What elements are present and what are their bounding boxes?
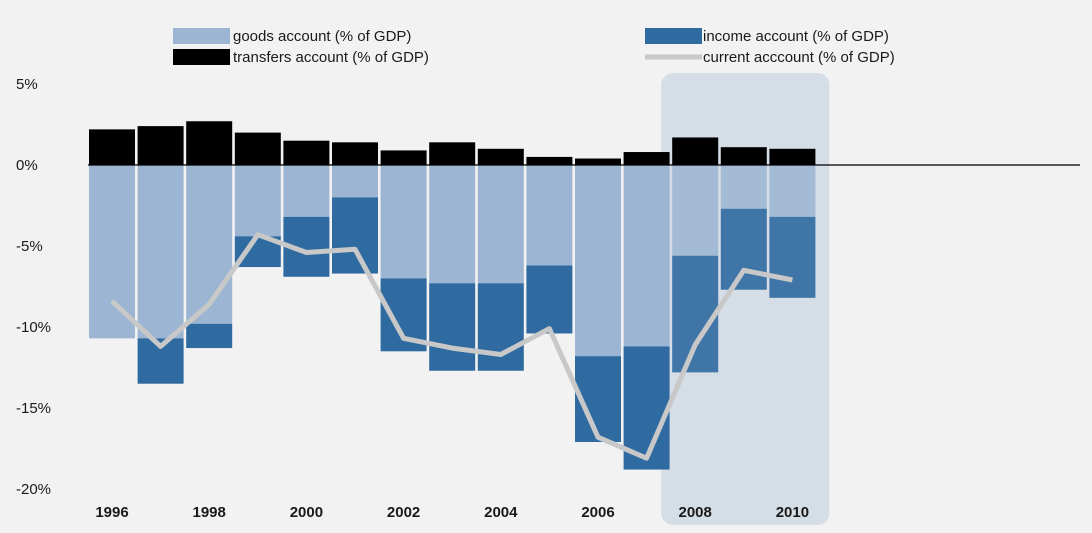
x-axis-ticks: 1996 1998 2000 2002 2004 2006 2008 2010	[95, 504, 809, 521]
y-tick-label: -5%	[16, 238, 43, 255]
x-tick-label: 2008	[679, 504, 712, 521]
y-tick-label: -20%	[16, 481, 51, 498]
goods-bar-2006	[575, 165, 621, 357]
legend-goods-label: goods account (% of GDP)	[233, 28, 411, 45]
goods-bar-2009	[720, 165, 767, 209]
transfers-bar-1997	[137, 126, 184, 165]
legend-transfers-swatch	[173, 49, 230, 65]
y-tick-label: 5%	[16, 76, 38, 93]
transfers-bar-2000	[283, 140, 330, 165]
income-bar-2003	[429, 283, 476, 371]
transfers-bar-1999	[234, 132, 281, 165]
income-bar-2010	[769, 216, 816, 298]
goods-bar-1996	[89, 165, 135, 339]
y-tick-label: -15%	[16, 400, 51, 417]
transfers-bar-2004	[477, 148, 524, 165]
transfers-bar-2005	[526, 156, 573, 165]
goods-bar-2000	[283, 165, 330, 217]
goods-bar-1997	[137, 165, 184, 339]
goods-bar-2007	[623, 165, 670, 347]
goods-bar-2003	[429, 165, 476, 284]
transfers-bar-2003	[429, 142, 476, 165]
goods-bar-2008	[672, 165, 719, 256]
x-tick-label: 2004	[484, 504, 518, 521]
legend-transfers-label: transfers account (% of GDP)	[233, 49, 429, 66]
income-bar-2004	[477, 283, 524, 371]
income-bar-2005	[526, 265, 573, 334]
x-tick-label: 2010	[776, 504, 809, 521]
y-tick-label: 0%	[16, 157, 38, 174]
y-axis-ticks: 5% 0% -5% -10% -15% -20%	[16, 76, 51, 498]
income-bar-2009	[720, 208, 767, 290]
transfers-bar-2008	[672, 137, 719, 165]
goods-bar-2001	[332, 165, 378, 198]
goods-bar-2004	[477, 165, 524, 284]
legend-income-label: income account (% of GDP)	[703, 28, 889, 45]
legend: goods account (% of GDP) transfers accou…	[173, 28, 895, 66]
x-tick-label: 2002	[387, 504, 420, 521]
transfers-bar-2001	[332, 142, 378, 165]
x-tick-label: 2000	[290, 504, 323, 521]
income-bar-2001	[332, 197, 378, 274]
transfers-bar-2002	[380, 150, 427, 165]
transfers-bar-2007	[623, 152, 670, 165]
goods-bar-2010	[769, 165, 816, 217]
income-bar-1998	[186, 323, 233, 349]
goods-bar-1998	[186, 165, 233, 324]
transfers-bar-2009	[720, 147, 767, 165]
goods-bar-1999	[234, 165, 281, 237]
transfers-bar-1998	[186, 121, 233, 165]
y-tick-label: -10%	[16, 319, 51, 336]
legend-goods-swatch	[173, 28, 230, 44]
transfers-bar-2006	[575, 158, 621, 165]
goods-bar-2005	[526, 165, 573, 266]
goods-bar-2002	[380, 165, 427, 279]
x-tick-label: 1996	[95, 504, 128, 521]
x-tick-label: 1998	[193, 504, 226, 521]
legend-income-swatch	[645, 28, 702, 44]
x-tick-label: 2006	[581, 504, 614, 521]
current-account-line	[110, 232, 793, 461]
transfers-bar-2010	[769, 148, 816, 165]
income-bar-2008	[672, 255, 719, 373]
bars-layer	[89, 121, 816, 470]
transfers-bar-1996	[89, 129, 135, 165]
legend-current-label: current acccount (% of GDP)	[703, 49, 895, 66]
